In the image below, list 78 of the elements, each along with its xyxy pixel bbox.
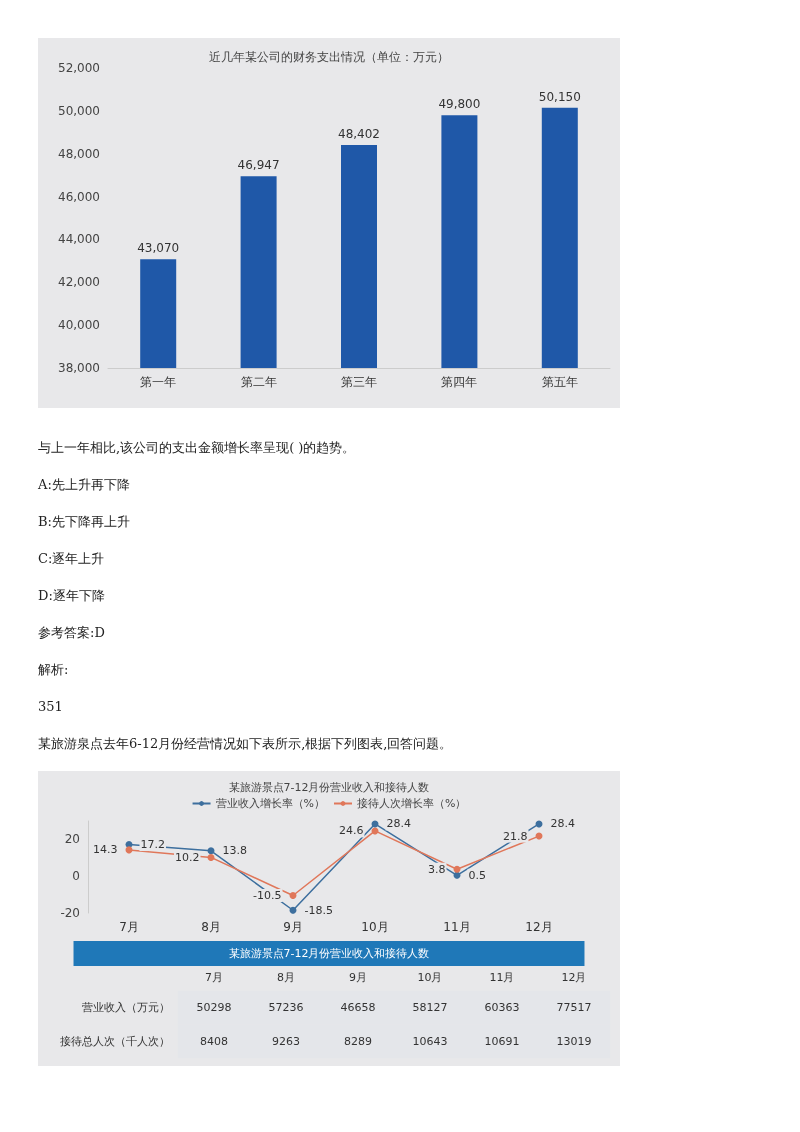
text: B:先下降再上升 [38, 513, 131, 531]
x-tick-label: 12月 [561, 971, 587, 984]
y-tick-label: 0 [72, 869, 80, 884]
y-tick-label: 46,000 [58, 189, 100, 204]
y-tick-label: 38,000 [58, 361, 100, 375]
point [453, 865, 461, 873]
y-tick-label: 42,000 [58, 275, 100, 290]
x-tick-label: 11月 [443, 920, 471, 934]
x-tick-label: 8月 [201, 920, 221, 934]
y-tick-label: -20 [60, 906, 80, 920]
x-tick-label: 10月 [361, 920, 389, 934]
data-label: 10.2 [175, 850, 200, 864]
text: 解析: [38, 661, 70, 679]
y-tick-label: 48,000 [58, 146, 100, 161]
text: A:先上升再下降 [38, 476, 131, 494]
x-tick-label: 第一年 [140, 375, 177, 389]
point [289, 906, 297, 914]
data-label: 77517 [556, 1001, 592, 1015]
text: C:逐年上升 [38, 550, 106, 568]
chart-title: 某旅游景点7-12月份营业收入和接待人数 [228, 947, 430, 960]
data-label: 13.8 [222, 844, 247, 858]
chart-title: 近几年某公司的财务支出情况（单位：万元） [209, 50, 449, 64]
data-label: 9263 [272, 1034, 300, 1048]
point [289, 892, 297, 900]
point [207, 847, 215, 855]
data-label: -10.5 [253, 889, 282, 903]
text: 351 [38, 698, 64, 716]
y-tick-label: 44,000 [58, 232, 100, 247]
x-tick-label: 第二年 [240, 375, 277, 389]
point [207, 853, 215, 861]
data-label: 58127 [412, 1001, 448, 1015]
y-tick-label: 营业收入（万元） [82, 1001, 170, 1015]
data-label: 21.8 [503, 829, 528, 843]
text: D:逐年下降 [38, 587, 106, 605]
data-label: 24.6 [339, 824, 364, 838]
x-tick-label: 8月 [277, 971, 295, 984]
data-label: 46658 [340, 1001, 376, 1015]
text: 与上一年相比,该公司的支出金额增长率呈现( )的趋势。 [38, 439, 357, 457]
data-label: -18.5 [304, 903, 333, 917]
data-label: 3.8 [428, 862, 446, 876]
data-label: 10643 [412, 1034, 448, 1048]
x-tick-label: 11月 [489, 971, 515, 984]
data-label: 50298 [196, 1001, 232, 1015]
data-label: 57236 [268, 1001, 304, 1015]
data-label: 46,947 [237, 158, 280, 173]
data-label: 0.5 [468, 868, 486, 882]
data-label: 28.4 [386, 817, 411, 831]
x-tick-label: 7月 [119, 920, 139, 934]
x-tick-label: 7月 [205, 971, 223, 984]
text: 参考答案:D [38, 624, 106, 642]
data-label: 14.3 [93, 843, 118, 857]
data-label: 50,150 [538, 89, 581, 104]
y-tick-label: 50,000 [58, 103, 100, 118]
data-label: 28.4 [550, 817, 575, 831]
data-label: 13019 [556, 1034, 592, 1048]
legend-label: 营业收入增长率（%） [215, 797, 325, 810]
data-label: 8289 [344, 1034, 372, 1048]
y-tick-label: 接待总人次（千人次） [60, 1034, 170, 1048]
data-label: 48,402 [338, 127, 380, 142]
legend-label: 接待人次增长率（%） [357, 797, 467, 810]
x-tick-label: 第五年 [541, 375, 578, 389]
data-label: 43,070 [137, 241, 180, 256]
y-tick-label: 52,000 [58, 61, 100, 75]
data-label: 49,800 [438, 97, 481, 112]
x-tick-label: 10月 [417, 971, 443, 984]
x-tick-label: 第三年 [341, 375, 377, 389]
data-label: 17.2 [140, 838, 165, 852]
chart-title: 某旅游景点7-12月份营业收入和接待人数 [228, 781, 430, 794]
x-tick-label: 第四年 [441, 375, 478, 389]
x-tick-label: 12月 [525, 920, 553, 934]
y-tick-label: 20 [64, 832, 80, 847]
y-tick-label: 40,000 [58, 318, 100, 333]
data-label: 60363 [484, 1001, 520, 1015]
text: 某旅游泉点去年6-12月份经营情况如下表所示,根据下列图表,回答问题。 [38, 735, 454, 753]
x-tick-label: 9月 [349, 971, 367, 984]
data-label: 10691 [484, 1034, 520, 1048]
data-label: 8408 [200, 1034, 228, 1048]
x-tick-label: 9月 [283, 920, 303, 934]
